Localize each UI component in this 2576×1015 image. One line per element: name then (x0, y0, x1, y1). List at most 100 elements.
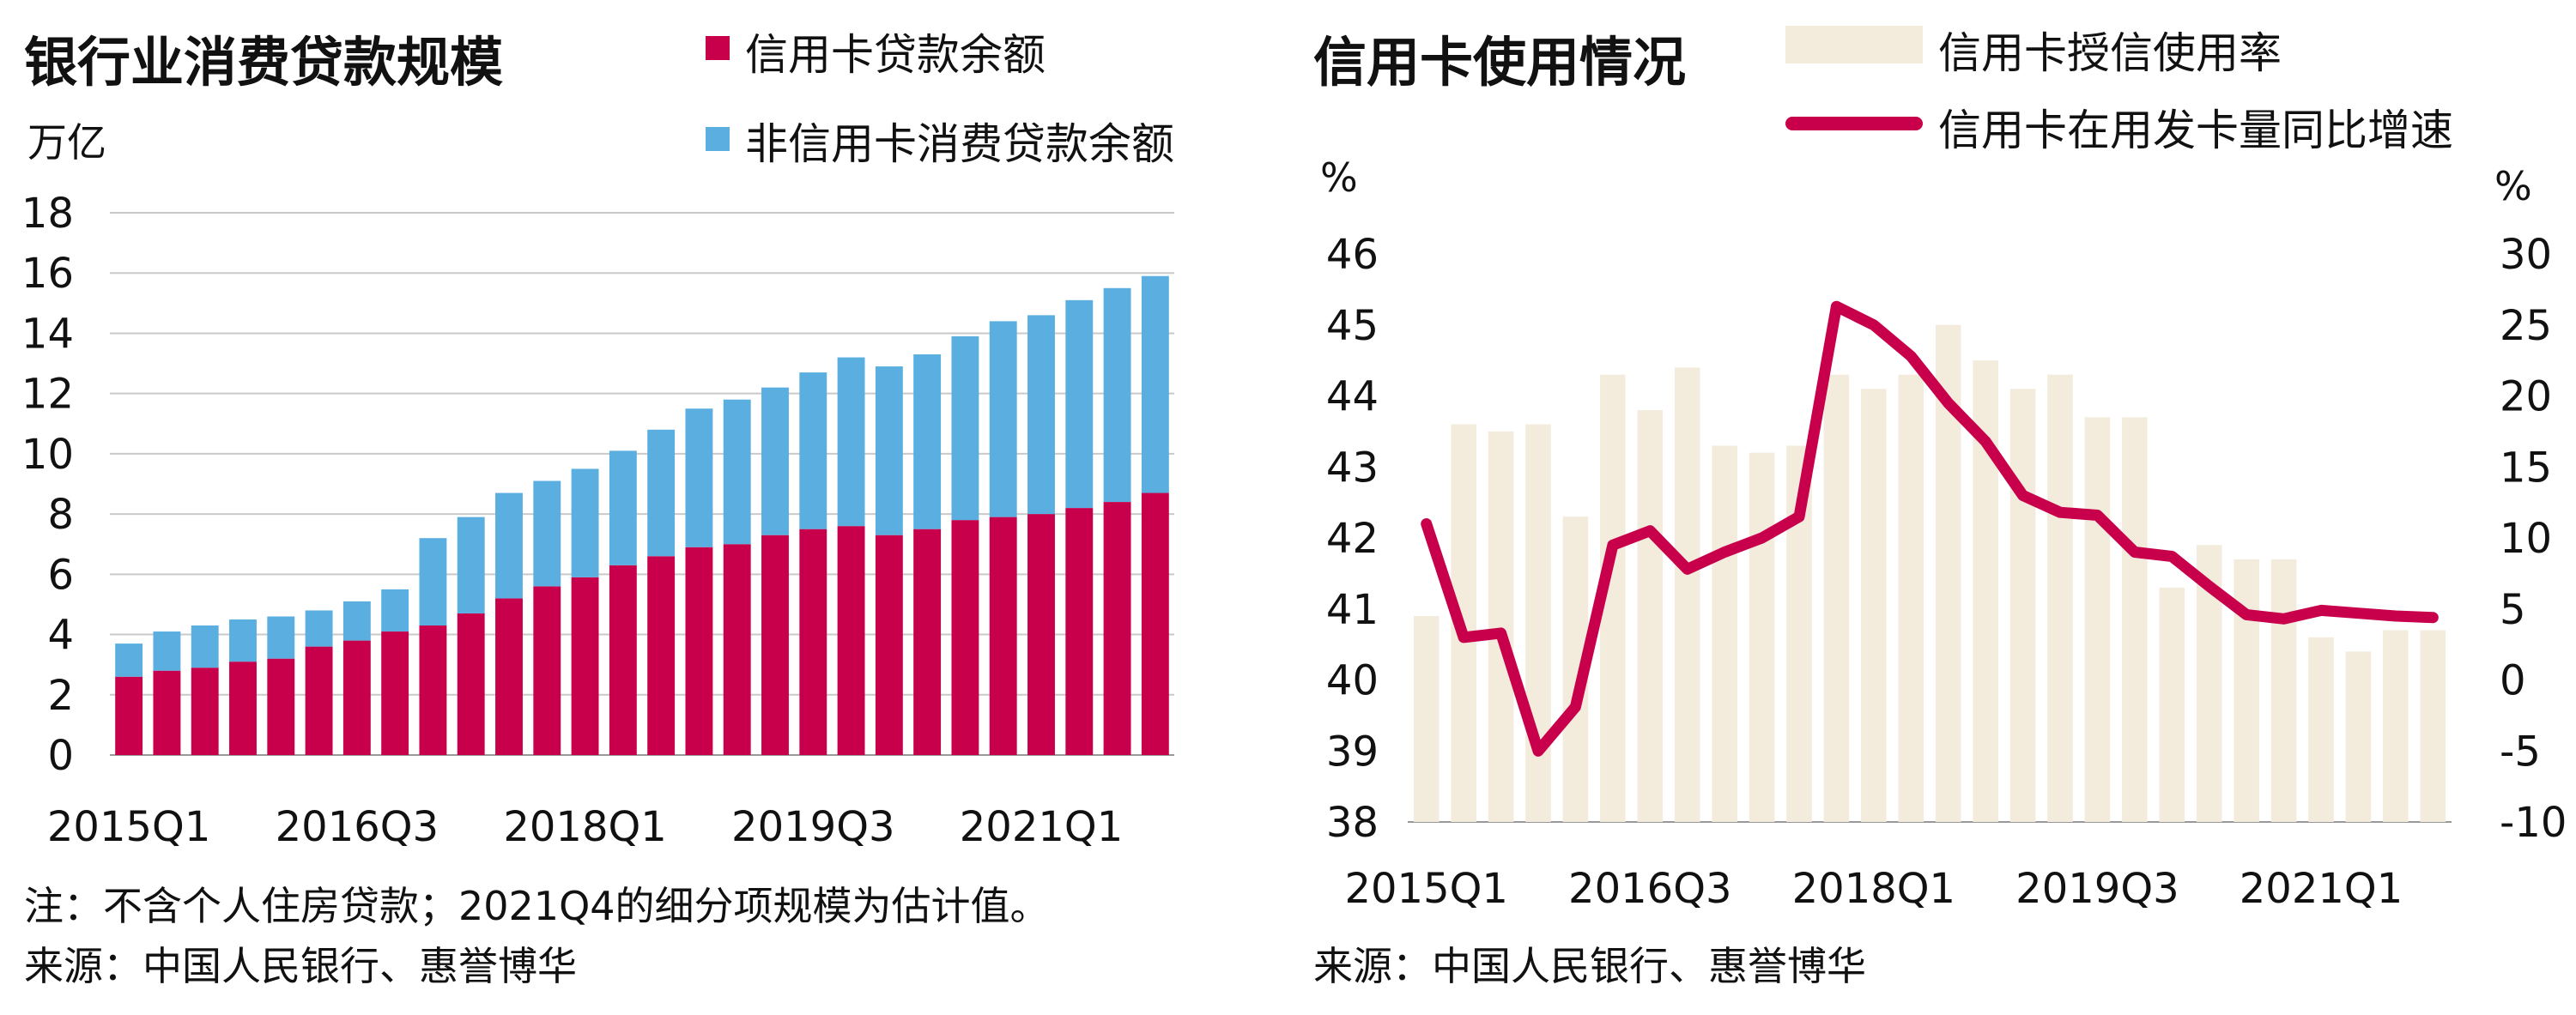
y-left-tick-label: 41 (1326, 586, 1379, 634)
bar-credit-card-loans (267, 658, 295, 755)
left-chart: 0 2 4 6 8 10 12 14 16 18 2015Q1 2016Q3 2018Q1 2019Q3… (21, 190, 1174, 851)
legend-swatch-credit-card-loans (706, 36, 730, 60)
bar-non-credit-card-loans (989, 321, 1017, 517)
x-tick-label: 2021Q1 (960, 803, 1123, 851)
bar-credit-card-loans (951, 520, 979, 755)
y-left-tick-label: 44 (1326, 373, 1379, 421)
bar-credit-card-loans (723, 544, 751, 755)
bar-non-credit-card-loans (875, 366, 903, 535)
right-left-y-tick-labels: 38 39 40 41 42 43 44 45 46 (1326, 231, 1379, 847)
bar-credit-card-loans (305, 646, 333, 755)
bar-utilization (1712, 445, 1737, 822)
bar-utilization (1861, 389, 1887, 822)
x-tick-label: 2021Q1 (2240, 865, 2403, 913)
bar-credit-card-loans (495, 598, 523, 755)
bar-utilization (2270, 559, 2297, 822)
y-right-tick-label: 15 (2500, 444, 2552, 492)
right-chart-title: 信用卡使用情况 (1313, 31, 1687, 94)
x-tick-label: 2016Q3 (1568, 865, 1731, 913)
bar-utilization (2009, 389, 2036, 822)
bar-non-credit-card-loans (761, 387, 789, 535)
bar-non-credit-card-loans (457, 517, 485, 613)
bar-utilization (2047, 374, 2073, 822)
bar-credit-card-loans (1141, 492, 1169, 755)
bar-non-credit-card-loans (533, 480, 561, 587)
bar-utilization (1823, 374, 1850, 822)
y-left-tick-label: 43 (1326, 444, 1379, 492)
legend-label-non-credit-card-loans: 非信用卡消费贷款余额 (745, 119, 1174, 169)
bar-credit-card-loans (229, 662, 257, 755)
left-bars (115, 275, 1169, 755)
bar-utilization (1898, 374, 1924, 822)
bar-utilization (1525, 424, 1551, 822)
y-right-tick-label: -10 (2500, 799, 2567, 847)
bar-credit-card-loans (153, 670, 181, 755)
bar-credit-card-loans (799, 529, 827, 755)
y-tick-label: 14 (21, 310, 74, 358)
bar-non-credit-card-loans (342, 601, 371, 641)
bar-utilization (2122, 417, 2148, 822)
bar-non-credit-card-loans (267, 616, 295, 659)
bar-credit-card-loans (685, 547, 713, 755)
y-right-tick-label: 20 (2500, 373, 2552, 421)
y-left-tick-label: 39 (1326, 728, 1379, 776)
bar-credit-card-loans (115, 676, 143, 755)
y-tick-label: 4 (47, 612, 74, 660)
bar-non-credit-card-loans (799, 372, 827, 529)
bar-credit-card-loans (571, 577, 599, 755)
bar-non-credit-card-loans (837, 357, 865, 527)
left-note: 注：不含个人住房贷款；2021Q4的细分项规模为估计值。 (24, 883, 1050, 929)
x-tick-label: 2016Q3 (276, 803, 439, 851)
y-right-tick-label: 5 (2500, 586, 2526, 634)
bar-utilization (2345, 651, 2372, 822)
y-left-tick-label: 40 (1326, 657, 1379, 705)
left-y-unit: 万亿 (27, 119, 106, 166)
bar-utilization (2383, 630, 2409, 822)
legend-label-utilization: 信用卡授信使用率 (1938, 28, 2282, 78)
bar-credit-card-loans (1103, 502, 1131, 755)
y-right-tick-label: 0 (2500, 657, 2526, 705)
bar-non-credit-card-loans (571, 468, 599, 577)
x-tick-label: 2018Q1 (503, 803, 666, 851)
y-tick-label: 0 (47, 732, 74, 780)
right-bars (1413, 324, 2446, 822)
bar-utilization (2308, 637, 2334, 822)
x-tick-label: 2019Q3 (731, 803, 894, 851)
x-tick-label: 2015Q1 (47, 803, 210, 851)
bar-utilization (1637, 410, 1664, 822)
right-source: 来源：中国人民银行、惠誉博华 (1313, 943, 1866, 989)
bar-credit-card-loans (381, 631, 409, 755)
bar-utilization (1413, 616, 1440, 822)
y-left-tick-label: 45 (1326, 302, 1379, 350)
bar-utilization (2084, 417, 2111, 822)
bar-credit-card-loans (191, 668, 219, 755)
y-right-tick-label: 30 (2500, 231, 2552, 279)
bar-credit-card-loans (609, 565, 637, 755)
y-tick-label: 6 (47, 551, 74, 599)
bar-credit-card-loans (457, 613, 485, 755)
bar-credit-card-loans (419, 625, 447, 755)
bar-credit-card-loans (1027, 514, 1055, 755)
y-right-tick-label: -5 (2500, 728, 2541, 776)
bar-credit-card-loans (1065, 508, 1094, 755)
x-tick-label: 2019Q3 (2015, 865, 2179, 913)
x-tick-label: 2015Q1 (1344, 865, 1507, 913)
y-right-tick-label: 10 (2500, 515, 2552, 563)
y-tick-label: 18 (21, 190, 74, 238)
bar-non-credit-card-loans (115, 643, 143, 677)
bar-non-credit-card-loans (419, 538, 447, 626)
bar-utilization (2159, 587, 2185, 822)
bar-non-credit-card-loans (381, 589, 409, 632)
legend-label-growth: 信用卡在用发卡量同比增速 (1938, 106, 2453, 155)
bar-utilization (2234, 559, 2259, 822)
bar-non-credit-card-loans (685, 408, 713, 547)
bar-credit-card-loans (875, 535, 903, 755)
bar-non-credit-card-loans (229, 619, 257, 662)
right-growth-line (1421, 300, 2439, 757)
legend-label-credit-card-loans: 信用卡贷款余额 (745, 30, 1046, 80)
y-right-tick-label: 25 (2500, 302, 2552, 350)
y-left-tick-label: 42 (1326, 515, 1379, 563)
bar-utilization (1674, 367, 1700, 822)
bar-credit-card-loans (647, 556, 676, 755)
